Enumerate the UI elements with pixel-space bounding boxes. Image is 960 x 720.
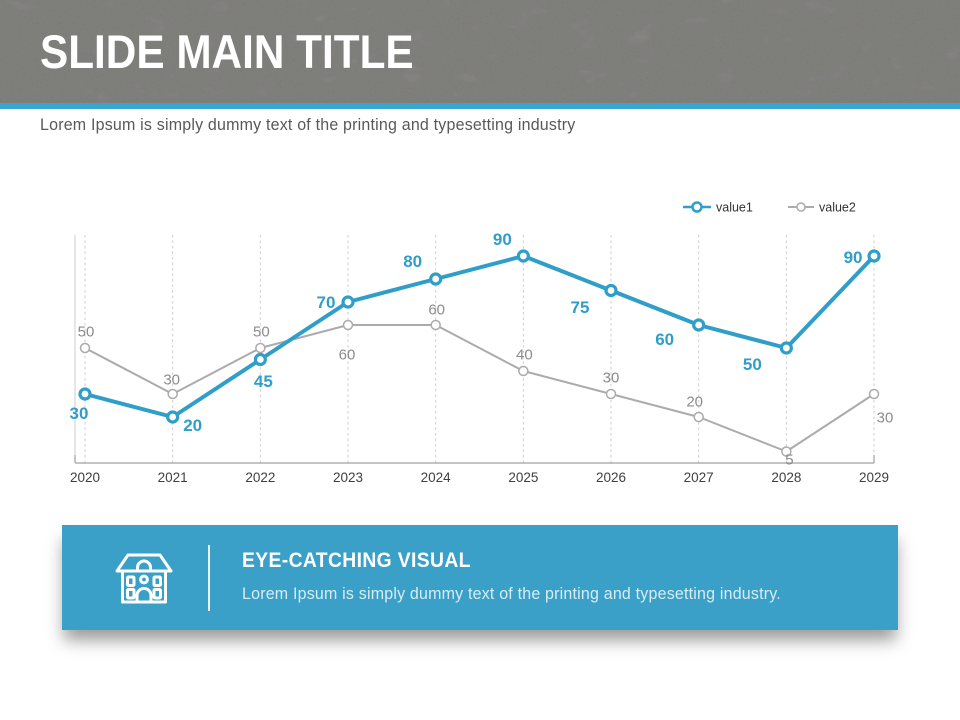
line-chart-svg: 50 30 50 60 60 40 30 20 5 30 30 20 45 70 80 90 75 60 50 90 2… bbox=[70, 201, 894, 486]
legend-label-value1: value1 bbox=[716, 201, 753, 215]
marker-value2-2024 bbox=[430, 319, 441, 331]
x-axis-label-2028: 2028 bbox=[771, 470, 801, 485]
legend-marker-value2 bbox=[796, 202, 806, 212]
marker-value2-2026 bbox=[605, 388, 617, 400]
data-label-value2-2020: 50 bbox=[78, 324, 95, 341]
x-axis-label-2024: 2024 bbox=[421, 470, 452, 485]
data-label-value1-2022: 45 bbox=[254, 372, 273, 391]
marker-value2-2021 bbox=[167, 388, 178, 400]
marker-value2-2027 bbox=[693, 411, 704, 423]
data-label-value1-2028: 50 bbox=[743, 355, 762, 374]
data-label-value1-2026: 75 bbox=[571, 298, 590, 317]
marker-value1-2026 bbox=[604, 283, 618, 298]
marker-value2-2025 bbox=[518, 365, 529, 377]
data-label-value2-2029: 30 bbox=[877, 410, 894, 427]
marker-value2-2028 bbox=[781, 446, 792, 457]
marker-value1-2024 bbox=[429, 272, 443, 286]
x-axis-label-2022: 2022 bbox=[245, 470, 275, 485]
marker-value2-2020 bbox=[79, 342, 91, 354]
data-label-value2-2026: 30 bbox=[603, 370, 620, 387]
legend-label-value2: value2 bbox=[819, 201, 856, 215]
data-label-value1-2027: 60 bbox=[655, 330, 674, 349]
data-label-value2-2025: 40 bbox=[516, 347, 533, 364]
slide-title: SLIDE MAIN TITLE bbox=[40, 25, 414, 78]
header-accent-bar bbox=[0, 103, 960, 109]
banner-title: EYE-CATCHING VISUAL bbox=[242, 549, 471, 572]
data-label-value2-2022: 50 bbox=[253, 324, 270, 341]
data-label-value2-2021: 30 bbox=[163, 372, 180, 389]
marker-value2-2023 bbox=[342, 319, 354, 331]
data-label-value2-2027: 20 bbox=[686, 394, 703, 411]
slide-subtitle: Lorem Ipsum is simply dummy text of the … bbox=[40, 116, 576, 134]
marker-value1-2028 bbox=[779, 341, 793, 355]
x-axis-label-2021: 2021 bbox=[158, 470, 188, 485]
data-label-value2-2028: 5 bbox=[785, 452, 793, 469]
legend-marker-value1 bbox=[691, 201, 703, 213]
data-label-value1-2029: 90 bbox=[844, 248, 863, 267]
line-chart: 50 30 50 60 60 40 30 20 5 30 30 20 45 70 80 90 75 60 50 90 2… bbox=[0, 190, 960, 500]
x-axis-label-2029: 2029 bbox=[859, 470, 889, 485]
x-axis-label-2023: 2023 bbox=[333, 470, 363, 485]
data-label-value1-2024: 80 bbox=[403, 252, 422, 271]
marker-value1-2020 bbox=[78, 387, 92, 401]
eye-catching-banner: EYE-CATCHING VISUAL Lorem Ipsum is simpl… bbox=[62, 525, 898, 630]
concrete-texture bbox=[0, 0, 960, 103]
data-label-value2-2023: 60 bbox=[339, 347, 356, 364]
house-icon bbox=[115, 553, 173, 604]
marker-value2-2029 bbox=[868, 388, 880, 400]
marker-value1-2027 bbox=[692, 318, 706, 332]
header: SLIDE MAIN TITLE bbox=[0, 0, 960, 103]
marker-value1-2029 bbox=[867, 249, 881, 263]
marker-value1-2023 bbox=[341, 295, 355, 309]
marker-value2-2022 bbox=[255, 342, 266, 354]
data-label-value1-2020: 30 bbox=[70, 404, 89, 423]
marker-value1-2021 bbox=[166, 410, 180, 424]
data-label-value1-2021: 20 bbox=[183, 416, 202, 435]
banner-divider bbox=[208, 545, 210, 611]
series-line-value2 bbox=[84, 324, 876, 453]
marker-value1-2025 bbox=[516, 249, 530, 263]
x-axis-label-2027: 2027 bbox=[684, 470, 714, 485]
x-axis-label-2026: 2026 bbox=[596, 470, 626, 485]
data-label-value1-2025: 90 bbox=[493, 230, 512, 249]
x-axis-label-2020: 2020 bbox=[70, 470, 100, 485]
x-axis-label-2025: 2025 bbox=[508, 470, 538, 485]
data-label-value1-2023: 70 bbox=[317, 293, 336, 312]
data-label-value2-2024: 60 bbox=[428, 302, 445, 319]
banner-text: Lorem Ipsum is simply dummy text of the … bbox=[242, 585, 781, 603]
marker-value1-2022 bbox=[253, 352, 267, 367]
series-line-value1 bbox=[83, 254, 877, 419]
